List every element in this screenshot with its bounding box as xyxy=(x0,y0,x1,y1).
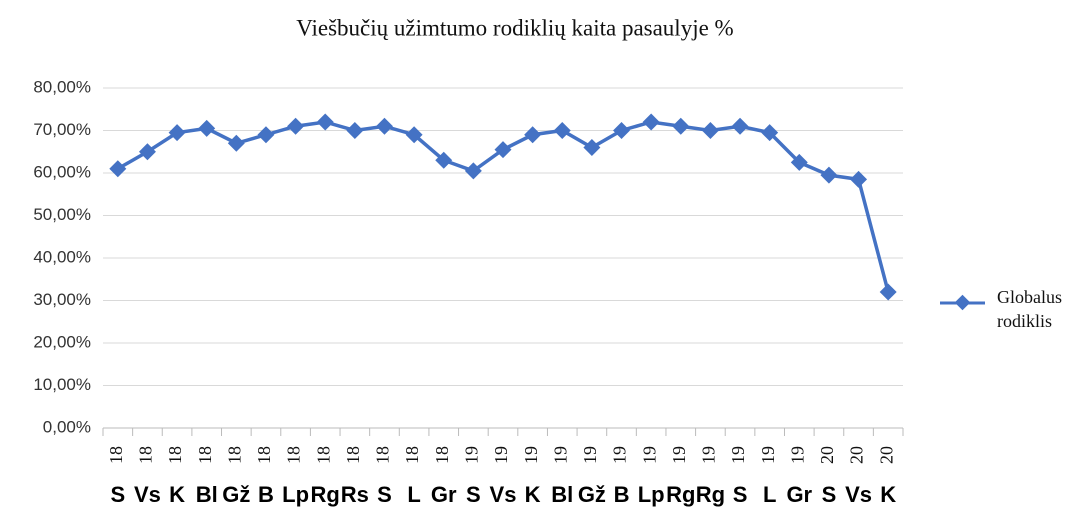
y-tick-label: 10,00% xyxy=(33,375,91,394)
x-year-label: 19 xyxy=(580,446,600,464)
chart-title: Viešbučių užimtumo rodiklių kaita pasaul… xyxy=(296,15,733,40)
x-tick-label: Gž xyxy=(578,482,606,507)
x-tick-label: Lp xyxy=(282,482,309,507)
x-tick-label: Gr xyxy=(431,482,457,507)
x-year-label: 19 xyxy=(491,446,511,464)
point-marker xyxy=(405,126,423,144)
x-year-label: 18 xyxy=(254,446,274,464)
point-marker xyxy=(198,119,216,137)
x-year-label: 18 xyxy=(136,446,156,464)
x-year-label: 19 xyxy=(610,446,630,464)
point-marker xyxy=(583,139,601,156)
point-marker xyxy=(435,151,453,169)
x-tick-label: K xyxy=(880,482,896,507)
y-tick-label: 50,00% xyxy=(33,205,91,224)
point-marker xyxy=(168,124,186,142)
point-marker xyxy=(553,122,571,139)
point-marker xyxy=(227,134,245,152)
y-tick-label: 80,00% xyxy=(33,77,91,96)
point-marker xyxy=(701,122,719,139)
y-tick-label: 60,00% xyxy=(33,162,91,181)
x-year-label: 19 xyxy=(699,446,719,464)
point-marker xyxy=(672,117,690,135)
x-year-label: 20 xyxy=(876,446,896,464)
x-year-label: 19 xyxy=(669,446,689,464)
x-year-label: 18 xyxy=(313,446,333,464)
x-tick-label: L xyxy=(763,482,776,507)
x-year-label: 20 xyxy=(847,446,867,464)
legend-marker xyxy=(954,294,971,311)
x-tick-label: S xyxy=(822,482,837,507)
x-year-label: 18 xyxy=(165,446,185,464)
x-tick-label: S xyxy=(377,482,392,507)
point-marker xyxy=(494,141,512,159)
x-year-label: 18 xyxy=(343,446,363,464)
x-year-label: 19 xyxy=(461,446,481,464)
point-marker xyxy=(524,126,542,144)
x-year-label: 19 xyxy=(550,446,570,464)
point-marker xyxy=(879,283,897,301)
point-marker xyxy=(316,113,334,131)
x-tick-label: L xyxy=(407,482,420,507)
y-tick-label: 70,00% xyxy=(33,120,91,139)
point-marker xyxy=(820,166,838,184)
x-year-label: 19 xyxy=(639,446,659,464)
x-year-label: 19 xyxy=(728,446,748,464)
x-year-label: 18 xyxy=(373,446,393,464)
point-marker xyxy=(731,117,749,135)
y-tick-label: 30,00% xyxy=(33,290,91,309)
x-tick-label: S xyxy=(466,482,481,507)
point-marker xyxy=(346,122,364,139)
x-year-label: 18 xyxy=(402,446,422,464)
point-marker xyxy=(613,122,631,139)
legend-label: Globalus rodiklis xyxy=(997,287,1062,331)
x-tick-label: S xyxy=(733,482,748,507)
x-year-label: 19 xyxy=(787,446,807,464)
x-year-label: 20 xyxy=(817,446,837,464)
point-marker xyxy=(642,113,660,131)
x-year-label: 18 xyxy=(432,446,452,464)
y-tick-label: 0,00% xyxy=(43,417,91,436)
point-marker xyxy=(790,153,808,171)
x-tick-label: Rg xyxy=(666,482,695,507)
point-marker xyxy=(138,143,156,161)
x-tick-label: Gž xyxy=(222,482,250,507)
x-tick-label: Lp xyxy=(638,482,665,507)
point-marker xyxy=(375,117,393,135)
x-tick-label: K xyxy=(169,482,185,507)
point-marker xyxy=(761,124,779,142)
y-tick-label: 20,00% xyxy=(33,332,91,351)
point-marker xyxy=(464,162,482,180)
x-year-label: 18 xyxy=(106,446,126,464)
x-tick-label: B xyxy=(258,482,274,507)
x-tick-label: Vs xyxy=(845,482,872,507)
x-tick-label: S xyxy=(110,482,125,507)
x-tick-label: K xyxy=(525,482,541,507)
x-year-label: 18 xyxy=(224,446,244,464)
x-tick-label: Bl xyxy=(196,482,218,507)
x-tick-label: Rg xyxy=(311,482,340,507)
point-marker xyxy=(109,160,127,178)
x-tick-label: Vs xyxy=(490,482,517,507)
x-tick-label: Rs xyxy=(341,482,369,507)
x-tick-label: Bl xyxy=(551,482,573,507)
point-marker xyxy=(850,170,868,188)
x-tick-label: Vs xyxy=(134,482,161,507)
y-tick-label: 40,00% xyxy=(33,247,91,266)
x-year-label: 18 xyxy=(195,446,215,464)
x-tick-label: B xyxy=(614,482,630,507)
x-year-label: 19 xyxy=(521,446,541,464)
point-marker xyxy=(257,126,275,144)
x-year-label: 18 xyxy=(284,446,304,464)
x-tick-label: Gr xyxy=(786,482,812,507)
x-tick-label: Rg xyxy=(696,482,725,507)
point-marker xyxy=(287,117,305,135)
x-year-label: 19 xyxy=(758,446,778,464)
